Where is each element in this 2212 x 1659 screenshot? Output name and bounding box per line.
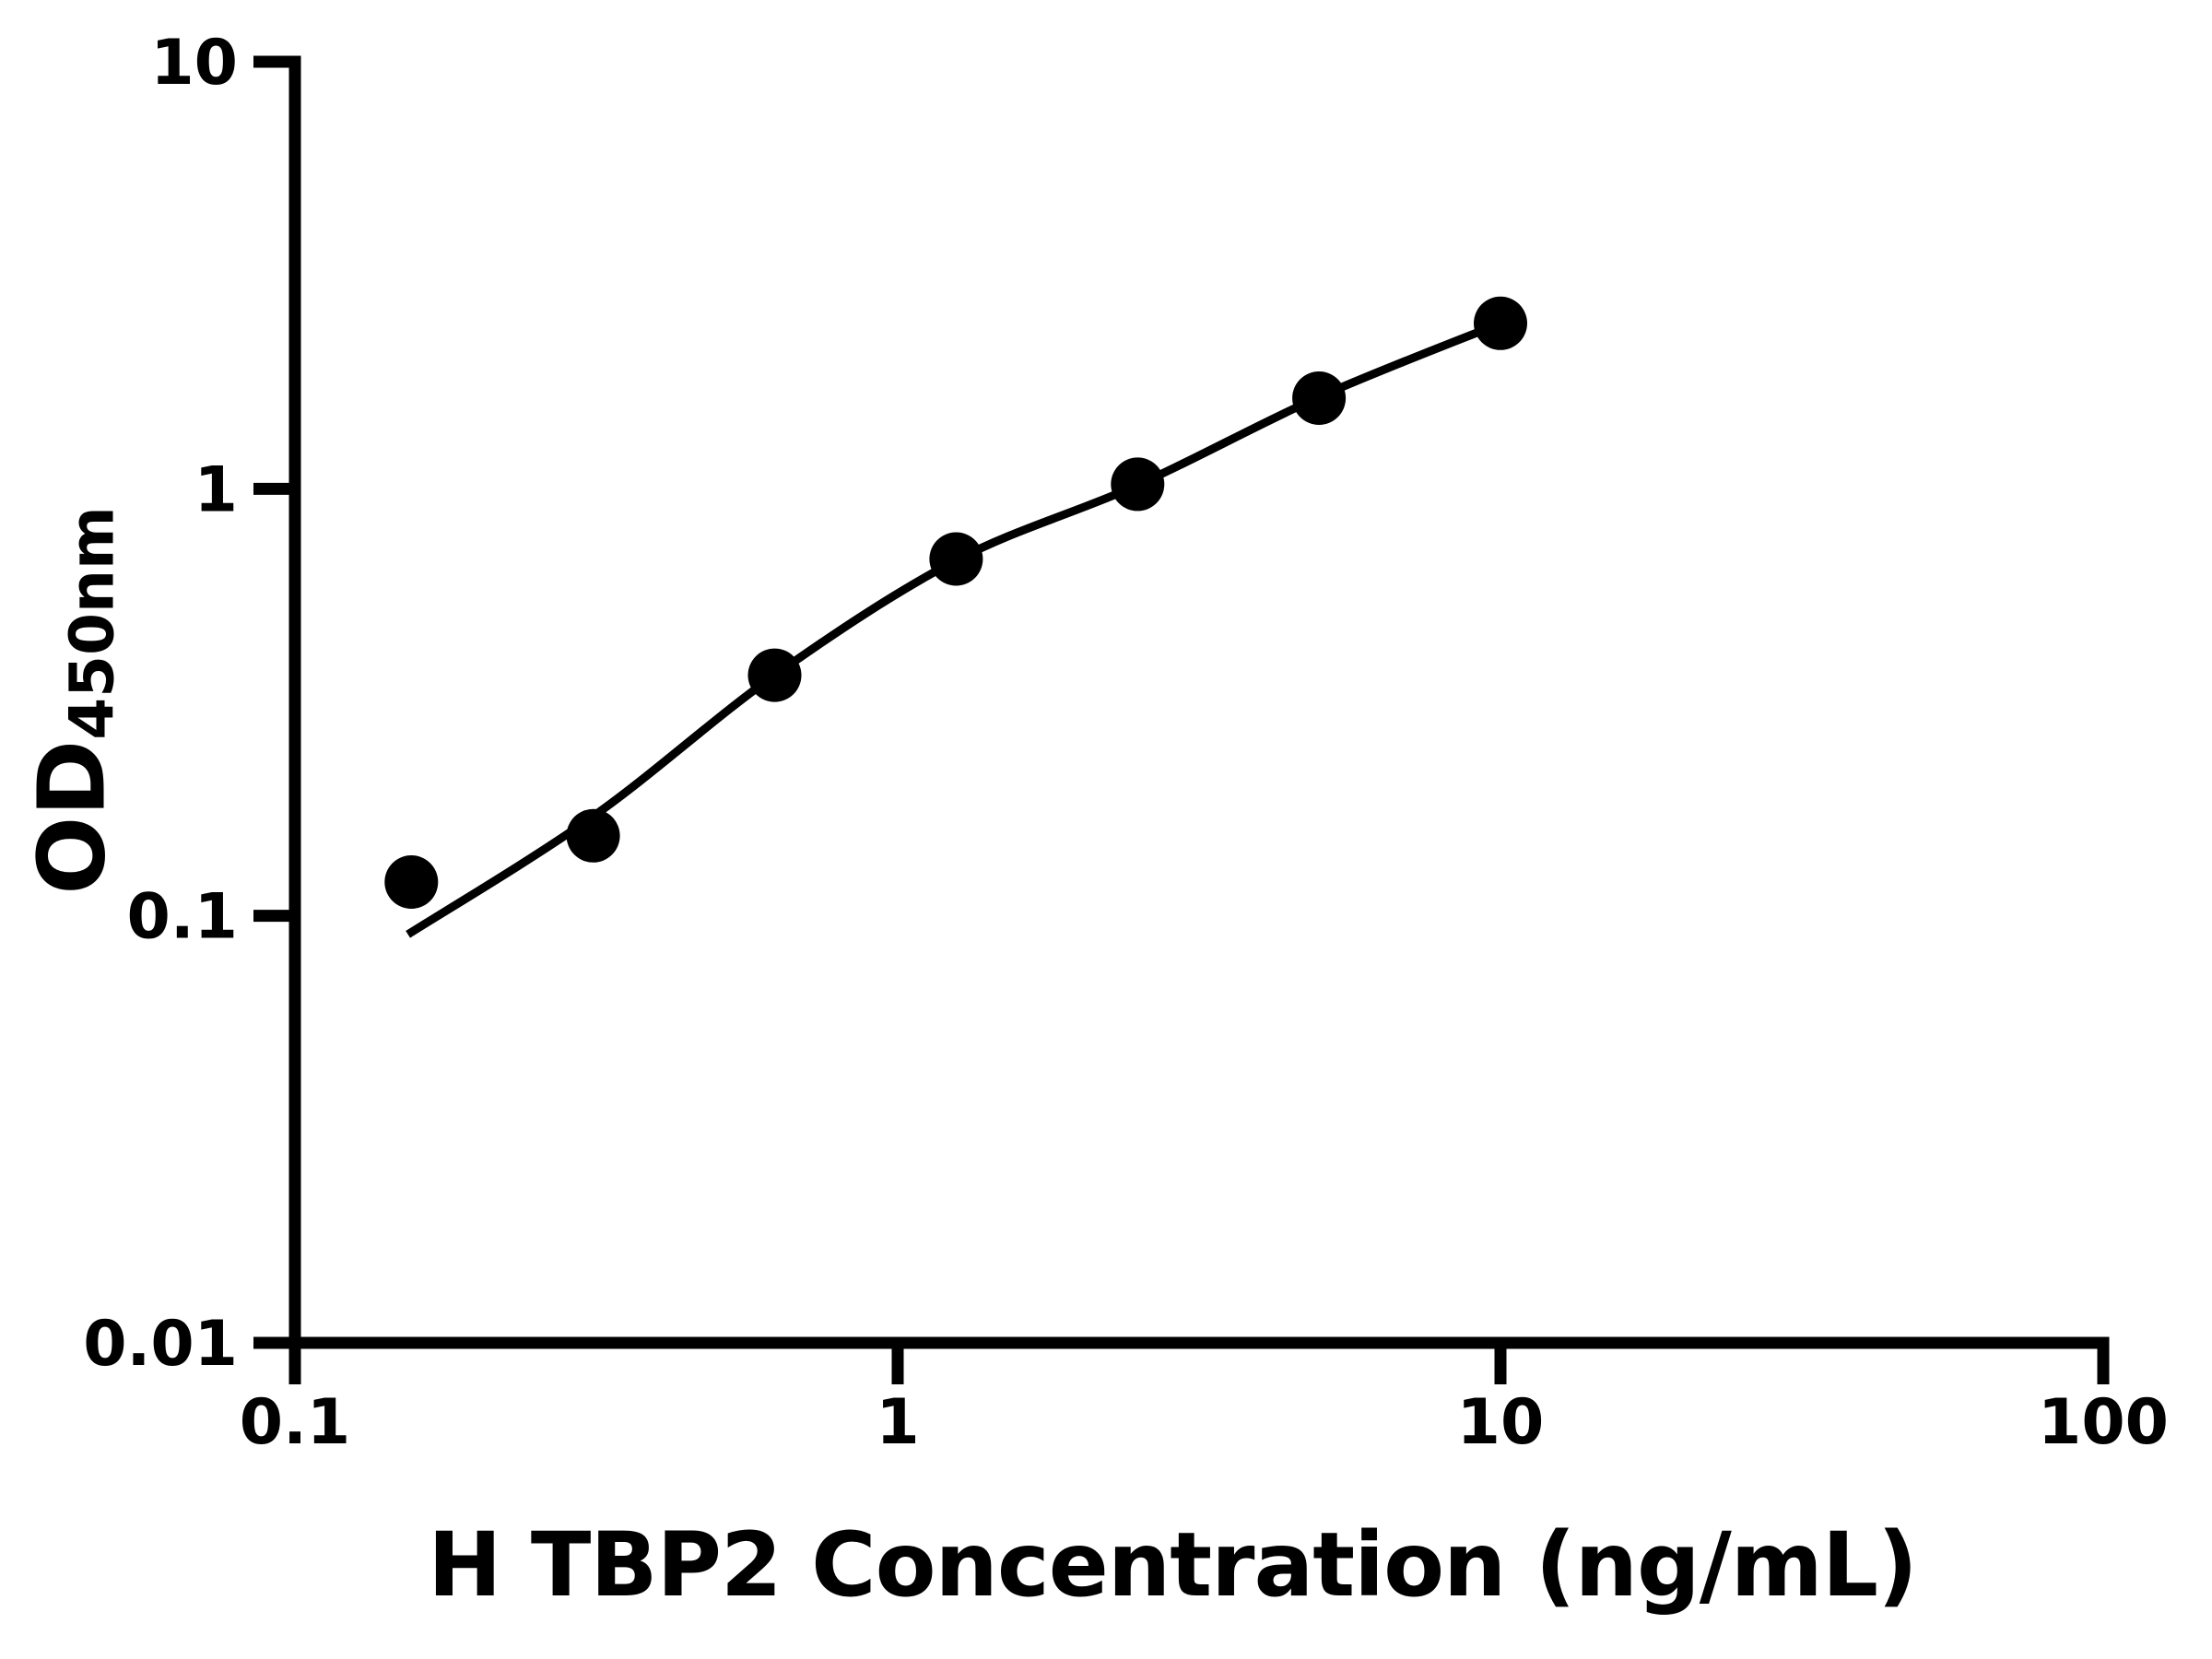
y-tick-label: 0.01: [83, 1308, 238, 1381]
data-point: [566, 808, 620, 863]
y-tick-label: 1: [194, 453, 238, 526]
y-axis-title: OD 450nm: [18, 506, 128, 895]
data-point: [1474, 296, 1527, 350]
axis-spines: [288, 55, 2110, 1349]
data-point: [747, 648, 802, 702]
data-point: [1111, 457, 1165, 512]
x-tick-label: 1: [876, 1386, 919, 1459]
y-axis-title-main: OD: [18, 739, 126, 895]
x-axis-title: H TBP2 Concentration (ng/mL): [428, 1513, 1918, 1617]
x-tick-label: 100: [2038, 1386, 2169, 1459]
x-tick-label: 10: [1457, 1386, 1545, 1459]
data-point: [929, 532, 983, 586]
y-tick-label: 10: [150, 27, 238, 100]
x-axis-title-text: H TBP2 Concentration (ng/mL): [428, 1513, 1918, 1617]
y-tick-label: 0.1: [127, 881, 238, 954]
y-axis-title-subscript: 450nm: [56, 506, 128, 740]
data-point: [1292, 371, 1347, 425]
x-tick-label: 0.1: [240, 1386, 350, 1459]
data-point: [384, 855, 439, 909]
